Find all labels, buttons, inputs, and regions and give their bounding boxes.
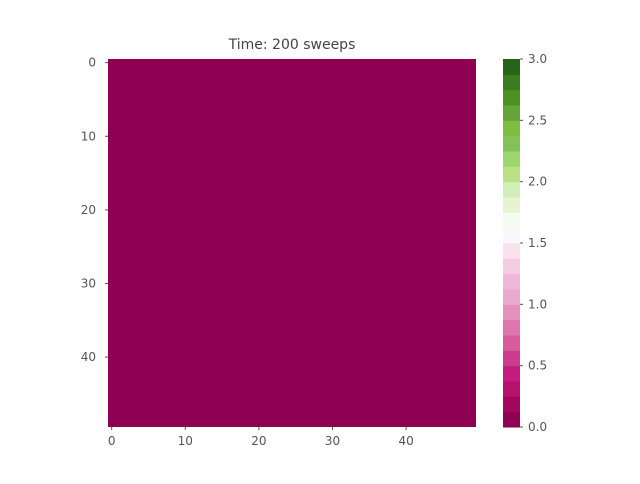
colorbar-segment — [503, 227, 520, 244]
colorbar: 0.0 0.5 1.0 1.5 2.0 2.5 3.0 — [503, 52, 547, 434]
colorbar-segment — [503, 181, 520, 198]
colorbar-segment — [503, 166, 520, 183]
colorbar-segment — [503, 319, 520, 336]
colorbar-segment — [503, 304, 520, 321]
colorbar-segment — [503, 120, 520, 137]
colorbar-segment — [503, 273, 520, 290]
colorbar-tick-label: 1.5 — [528, 236, 547, 250]
colorbar-segment — [503, 212, 520, 229]
y-axis: 0 10 20 30 40 — [81, 56, 108, 364]
heatmap-plot-area — [108, 59, 476, 427]
colorbar-segment — [503, 74, 520, 91]
colorbar-tick-label: 3.0 — [528, 52, 547, 66]
y-tick-label: 40 — [81, 350, 96, 364]
colorbar-segment — [503, 105, 520, 121]
x-tick-label: 30 — [325, 434, 340, 448]
colorbar-segment — [503, 243, 520, 259]
colorbar-segment — [503, 197, 520, 213]
colorbar-segment — [503, 135, 520, 152]
colorbar-segment — [503, 335, 520, 351]
x-tick-label: 40 — [398, 434, 413, 448]
colorbar-segment — [503, 350, 520, 367]
colorbar-segment — [503, 59, 520, 75]
y-tick-label: 0 — [88, 56, 96, 70]
colorbar-segment — [503, 411, 520, 428]
y-tick-label: 10 — [81, 129, 96, 143]
colorbar-segment — [503, 151, 520, 167]
chart-title: Time: 200 sweeps — [228, 37, 356, 53]
colorbar-tick-label: 0.0 — [528, 420, 547, 434]
x-axis: 0 10 20 30 40 — [108, 427, 414, 448]
heatmap-field — [108, 59, 476, 427]
x-tick-label: 0 — [108, 434, 116, 448]
colorbar-tick-label: 2.5 — [528, 113, 547, 127]
x-tick-label: 10 — [178, 434, 193, 448]
colorbar-segment — [503, 89, 520, 106]
y-tick-label: 20 — [81, 203, 96, 217]
y-tick-label: 30 — [81, 276, 96, 290]
colorbar-segment — [503, 396, 520, 413]
colorbar-segment — [503, 365, 520, 382]
colorbar-segment — [503, 258, 520, 275]
colorbar-segment — [503, 381, 520, 397]
colorbar-tick-label: 2.0 — [528, 175, 547, 189]
colorbar-tick-label: 1.0 — [528, 297, 547, 311]
colorbar-segment — [503, 289, 520, 305]
x-tick-label: 20 — [251, 434, 266, 448]
colorbar-tick-label: 0.5 — [528, 359, 547, 373]
